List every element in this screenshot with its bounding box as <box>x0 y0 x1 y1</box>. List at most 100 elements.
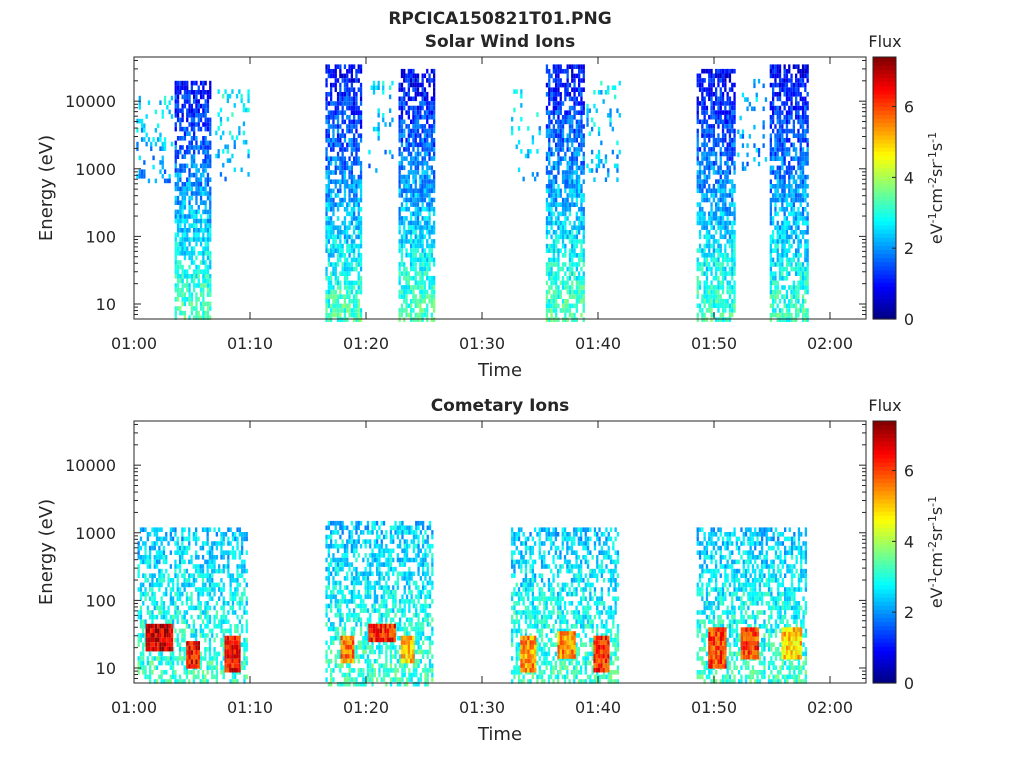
heatmap-cell <box>410 188 413 194</box>
heatmap-cell <box>179 177 182 182</box>
heatmap-cell <box>193 117 196 123</box>
heatmap-cell <box>571 87 574 92</box>
heatmap-cell <box>712 234 715 240</box>
heatmap-cell <box>343 179 347 184</box>
heatmap-cell <box>368 163 371 169</box>
heatmap-cell <box>353 78 356 83</box>
heatmap-cell <box>197 186 200 192</box>
heatmap-cell <box>400 165 404 171</box>
heatmap-cell <box>325 188 328 194</box>
heatmap-cell <box>776 193 779 198</box>
heatmap-cell <box>400 289 404 295</box>
heatmap-cell <box>799 308 802 313</box>
heatmap-cell <box>353 303 356 309</box>
heatmap-cell <box>142 573 145 578</box>
heatmap-cell <box>176 94 180 100</box>
heatmap-cell <box>339 138 342 143</box>
heatmap-cell <box>412 68 415 74</box>
heatmap-cell <box>206 559 209 565</box>
heatmap-cell <box>566 289 569 295</box>
heatmap-cell <box>781 161 784 166</box>
heatmap-cell <box>174 80 177 86</box>
heatmap-cell <box>557 92 560 97</box>
heatmap-cell <box>165 587 168 592</box>
heatmap-cell <box>330 202 333 207</box>
heatmap-cell <box>731 243 734 249</box>
heatmap-cell <box>785 124 789 129</box>
heatmap-cell <box>708 96 711 102</box>
heatmap-cell <box>407 78 410 83</box>
heatmap-cell <box>176 536 179 542</box>
heatmap-cell <box>195 103 198 109</box>
heatmap-cell <box>564 299 567 304</box>
heatmap-cell <box>405 280 408 286</box>
heatmap-cell <box>343 119 347 125</box>
heatmap-cell <box>708 133 711 138</box>
heatmap-cell <box>801 216 805 221</box>
heatmap-cell <box>428 298 431 304</box>
heatmap-cell <box>222 601 225 606</box>
heatmap-cell <box>611 126 614 132</box>
heatmap-cell <box>774 64 777 69</box>
heatmap-cell <box>710 298 713 304</box>
heatmap-cell <box>708 234 711 240</box>
heatmap-cell <box>801 156 805 161</box>
heatmap-cell <box>183 99 187 104</box>
heatmap-cell <box>568 110 572 115</box>
heatmap-cell <box>806 248 809 253</box>
heatmap-cell <box>701 142 704 148</box>
heatmap-cell <box>571 119 574 125</box>
heatmap-cell <box>350 73 353 79</box>
heatmap-cell <box>545 299 549 304</box>
heatmap-cell <box>783 184 786 189</box>
heatmap-cell <box>222 149 225 154</box>
heatmap-cell <box>790 234 793 240</box>
heatmap-cell <box>343 303 347 309</box>
heatmap-cell <box>578 193 581 198</box>
heatmap-cell <box>176 113 180 118</box>
heatmap-cell <box>204 159 207 164</box>
heatmap-cell <box>155 582 159 588</box>
heatmap-cell <box>382 117 385 123</box>
heatmap-cell <box>712 239 715 244</box>
heatmap-cell <box>410 119 413 125</box>
heatmap-cell <box>783 294 786 299</box>
heatmap-cell <box>144 624 147 629</box>
heatmap-cell <box>578 69 581 74</box>
heatmap-cell <box>772 92 775 97</box>
heatmap-cell <box>710 285 713 290</box>
heatmap-cell <box>717 110 720 115</box>
heatmap-cell <box>604 154 608 159</box>
heatmap-cell <box>174 306 177 311</box>
heatmap-cell <box>168 100 171 105</box>
heatmap-cell <box>806 193 809 198</box>
heatmap-cell <box>348 105 351 111</box>
heatmap-cell <box>696 220 699 226</box>
heatmap-cell <box>728 78 732 83</box>
heatmap-cell <box>433 197 436 203</box>
heatmap-cell <box>199 113 203 118</box>
heatmap-cell <box>359 262 363 267</box>
heatmap-cell <box>193 315 196 320</box>
heatmap-cell <box>188 605 191 611</box>
heatmap-cell <box>159 132 162 138</box>
heatmap-cell <box>327 73 330 79</box>
heatmap-cell <box>400 87 404 92</box>
heatmap-cell <box>559 101 562 106</box>
heatmap-cell <box>176 287 180 293</box>
heatmap-cell <box>728 137 732 143</box>
heatmap-cell <box>717 298 720 304</box>
heatmap-cell <box>513 107 516 113</box>
heatmap-cell <box>330 303 333 309</box>
heatmap-cell <box>241 573 244 578</box>
heatmap-cell <box>199 103 203 109</box>
colorbar-segment <box>873 265 896 271</box>
heatmap-cell <box>330 317 333 322</box>
heatmap-cell <box>430 225 433 230</box>
heatmap-cell <box>571 312 574 318</box>
heatmap-cell <box>405 101 408 106</box>
heatmap-cell <box>717 183 720 189</box>
heatmap-cell <box>192 605 195 611</box>
heatmap-cell <box>799 239 802 244</box>
heatmap-cell <box>801 147 805 152</box>
